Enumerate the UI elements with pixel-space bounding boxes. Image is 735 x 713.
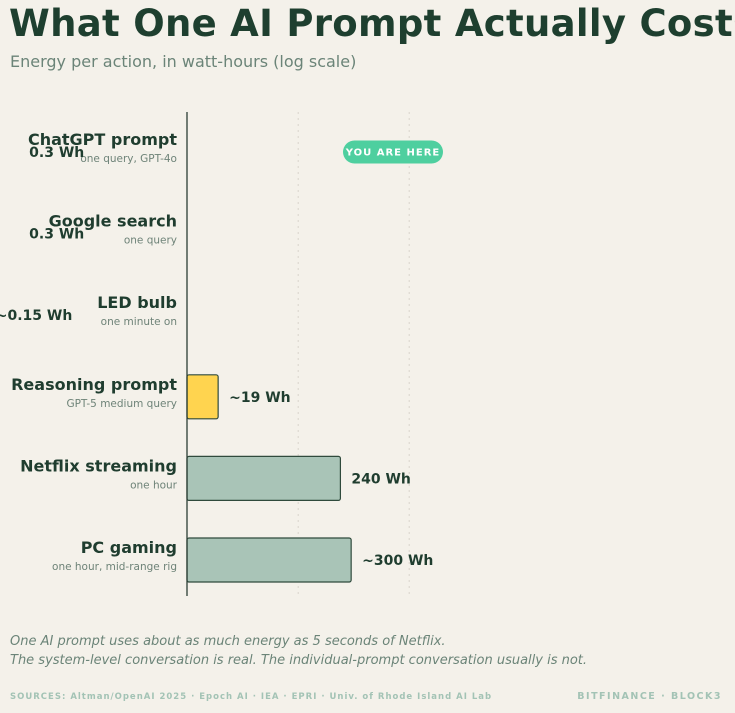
footnote-line-2: The system-level conversation is real. T… xyxy=(10,653,588,668)
you-are-here-badge xyxy=(343,140,443,164)
category-label: Google search xyxy=(49,212,177,231)
value-label: 0.3 Wh xyxy=(29,145,84,161)
bar xyxy=(186,455,342,501)
value-label: 240 Wh xyxy=(351,471,411,487)
category-label: PC gaming xyxy=(81,538,177,557)
sources-text: SOURCES: Altman/OpenAI 2025 · Epoch AI ·… xyxy=(10,692,493,702)
category-label: ChatGPT prompt xyxy=(28,130,177,149)
value-label: ~19 Wh xyxy=(229,390,291,406)
value-label: ~300 Wh xyxy=(362,553,433,569)
footnote: One AI prompt uses about as much energy … xyxy=(10,632,587,670)
value-label: 0.3 Wh xyxy=(29,227,84,243)
you-are-here-label: YOU ARE HERE xyxy=(345,148,440,159)
category-sublabel: one hour xyxy=(130,479,178,491)
footnote-line-1: One AI prompt uses about as much energy … xyxy=(10,634,446,649)
category-sublabel: one query, GPT-4o xyxy=(80,153,177,165)
category-sublabel: one hour, mid-range rig xyxy=(52,561,177,573)
category-label: LED bulb xyxy=(97,293,177,312)
category-sublabel: one minute on xyxy=(101,316,177,328)
page-subtitle: Energy per action, in watt-hours (log sc… xyxy=(10,52,357,71)
bar xyxy=(186,374,219,420)
category-label: Netflix streaming xyxy=(20,456,177,475)
category-sublabel: one query xyxy=(124,235,177,247)
category-label: Reasoning prompt xyxy=(11,375,177,394)
value-label: ~0.15 Wh xyxy=(0,308,72,324)
category-sublabel: GPT-5 medium query xyxy=(66,398,177,410)
bar xyxy=(186,537,352,583)
page-title: What One AI Prompt Actually Costs xyxy=(9,2,735,45)
brand-logo-text: BITFINANCE · BLOCK3 xyxy=(577,691,722,702)
